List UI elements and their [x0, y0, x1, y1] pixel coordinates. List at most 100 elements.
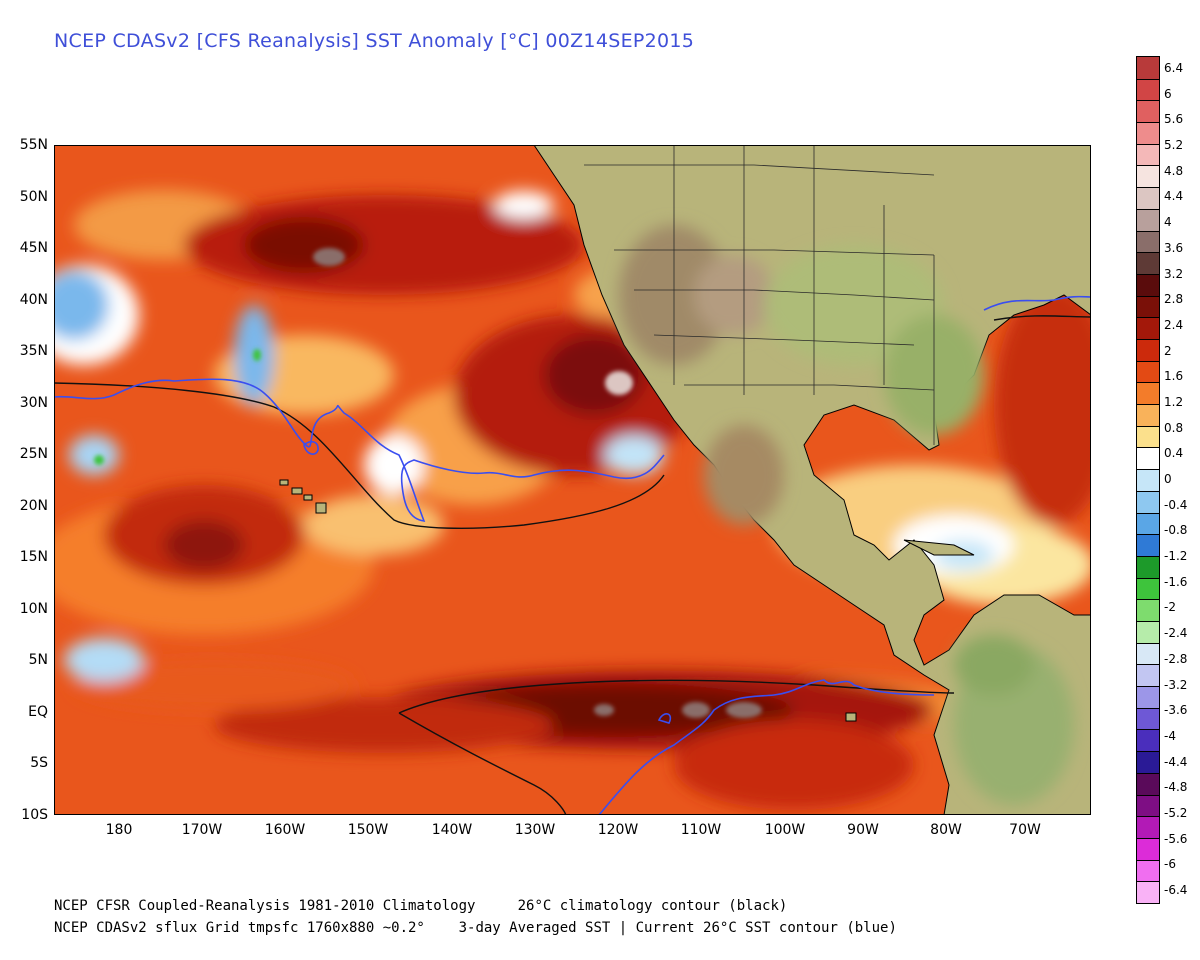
colorbar-segment: [1137, 208, 1159, 231]
lon-label: 130W: [514, 822, 556, 838]
lat-label: 10N: [19, 601, 48, 617]
colorbar-segment: [1137, 577, 1159, 600]
lon-label: 150W: [347, 822, 389, 838]
colorbar-tick-label: 0.4: [1164, 446, 1184, 461]
colorbar-segment: [1137, 469, 1159, 491]
colorbar-tick-label: 3.6: [1164, 240, 1184, 255]
lat-label: 5S: [30, 755, 48, 771]
lon-label: 160W: [264, 822, 306, 838]
lon-label: 70W: [1009, 822, 1041, 838]
colorbar-segment: [1137, 360, 1159, 383]
colorbar-segment: [1137, 165, 1159, 188]
colorbar-tick-label: -4: [1164, 728, 1176, 743]
colorbar-segment: [1137, 447, 1159, 470]
colorbar-segment: [1137, 642, 1159, 665]
colorbar-segment: [1137, 57, 1159, 79]
colorbar-segment: [1137, 794, 1159, 817]
colorbar-tick-label: 0.8: [1164, 420, 1184, 435]
climatology-contour-26c: [54, 315, 1091, 815]
colorbar-tick-label: -6: [1164, 857, 1176, 872]
footer-black-contour-note: 26°C climatology contour (black): [517, 898, 788, 914]
colorbar-segment: [1137, 230, 1159, 253]
colorbar-segment: [1137, 339, 1159, 361]
colorbar-segment: [1137, 729, 1159, 752]
lat-label: EQ: [28, 704, 48, 720]
colorbar-tick-label: 5.6: [1164, 112, 1184, 127]
footer-climatology: NCEP CFSR Coupled-Reanalysis 1981-2010 C…: [54, 898, 476, 914]
colorbar-segment: [1137, 425, 1159, 448]
lat-label: 35N: [19, 343, 48, 359]
colorbar-segment: [1137, 707, 1159, 730]
colorbar-segment: [1137, 100, 1159, 123]
colorbar-tick-label: -2.8: [1164, 651, 1188, 666]
colorbar-segment: [1137, 534, 1159, 556]
colorbar-segment: [1137, 122, 1159, 144]
colorbar-tick-label: -5.2: [1164, 805, 1188, 820]
lat-label: 55N: [19, 137, 48, 153]
colorbar: [1136, 56, 1160, 904]
colorbar-tick-label: -4.8: [1164, 780, 1188, 795]
colorbar-tick-label: 6.4: [1164, 61, 1184, 75]
footer-line-2: NCEP CDASv2 sflux Grid tmpsfc 1760x880 ~…: [54, 920, 897, 936]
colorbar-tick-label: 0: [1164, 472, 1172, 486]
lon-label: 170W: [181, 822, 223, 838]
colorbar-segment: [1137, 664, 1159, 687]
colorbar-tick-label: 5.2: [1164, 138, 1184, 153]
colorbar-segment: [1137, 555, 1159, 578]
colorbar-tick-label: -1.2: [1164, 549, 1188, 564]
colorbar-segment: [1137, 295, 1159, 318]
lon-label: 180: [105, 822, 133, 838]
colorbar-segment: [1137, 686, 1159, 708]
colorbar-tick-label: -5.6: [1164, 831, 1188, 846]
colorbar-segment: [1137, 859, 1159, 882]
lon-label: 110W: [680, 822, 722, 838]
colorbar-segment: [1137, 252, 1159, 274]
colorbar-tick-label: 2: [1164, 343, 1172, 358]
colorbar-segment: [1137, 273, 1159, 296]
colorbar-tick-label: 1.6: [1164, 369, 1184, 384]
lat-label: 20N: [19, 498, 48, 514]
colorbar-tick-label: 1.2: [1164, 394, 1184, 409]
colorbar-segment: [1137, 621, 1159, 643]
lat-label: 45N: [19, 240, 48, 256]
colorbar-tick-label: 6: [1164, 86, 1172, 101]
colorbar-tick-label: -4.4: [1164, 754, 1188, 769]
landmass: [279, 145, 1091, 815]
colorbar-segment: [1137, 512, 1159, 535]
lat-label: 5N: [28, 652, 48, 668]
colorbar-tick-label: -0.4: [1164, 497, 1188, 512]
colorbar-segment: [1137, 382, 1159, 405]
colorbar-segment: [1137, 751, 1159, 773]
lat-label: 10S: [21, 807, 48, 823]
lon-label: 80W: [930, 822, 962, 838]
current-sst-contour-26c: [54, 295, 1091, 815]
lat-label: 50N: [19, 189, 48, 205]
map-title: NCEP CDASv2 [CFS Reanalysis] SST Anomaly…: [54, 30, 695, 52]
colorbar-tick-label: -1.6: [1164, 574, 1188, 589]
colorbar-segment: [1137, 816, 1159, 838]
colorbar-tick-label: -6.4: [1164, 883, 1188, 897]
colorbar-tick-label: 2.4: [1164, 317, 1184, 332]
colorbar-tick-label: -3.2: [1164, 677, 1188, 692]
colorbar-segment: [1137, 317, 1159, 339]
colorbar-tick-label: -2.4: [1164, 626, 1188, 641]
lon-label: 120W: [597, 822, 639, 838]
lat-label: 15N: [19, 549, 48, 565]
map-canvas: [54, 145, 1091, 815]
colorbar-tick-label: 4.8: [1164, 163, 1184, 178]
lon-label: 90W: [847, 822, 879, 838]
colorbar-segment: [1137, 599, 1159, 621]
colorbar-tick-label: 4.4: [1164, 189, 1184, 204]
footer-line-1: NCEP CFSR Coupled-Reanalysis 1981-2010 C…: [54, 898, 787, 914]
colorbar-segment: [1137, 187, 1159, 209]
sst-anomaly-map: [54, 145, 1091, 815]
lon-label: 100W: [764, 822, 806, 838]
lat-label: 40N: [19, 292, 48, 308]
colorbar-segment: [1137, 404, 1159, 426]
lat-label: 30N: [19, 395, 48, 411]
colorbar-tick-label: 3.2: [1164, 266, 1184, 281]
lon-label: 140W: [431, 822, 473, 838]
footer-grid-info: NCEP CDASv2 sflux Grid tmpsfc 1760x880 ~…: [54, 920, 425, 936]
colorbar-tick-label: 4: [1164, 215, 1172, 230]
colorbar-tick-label: 2.8: [1164, 292, 1184, 307]
